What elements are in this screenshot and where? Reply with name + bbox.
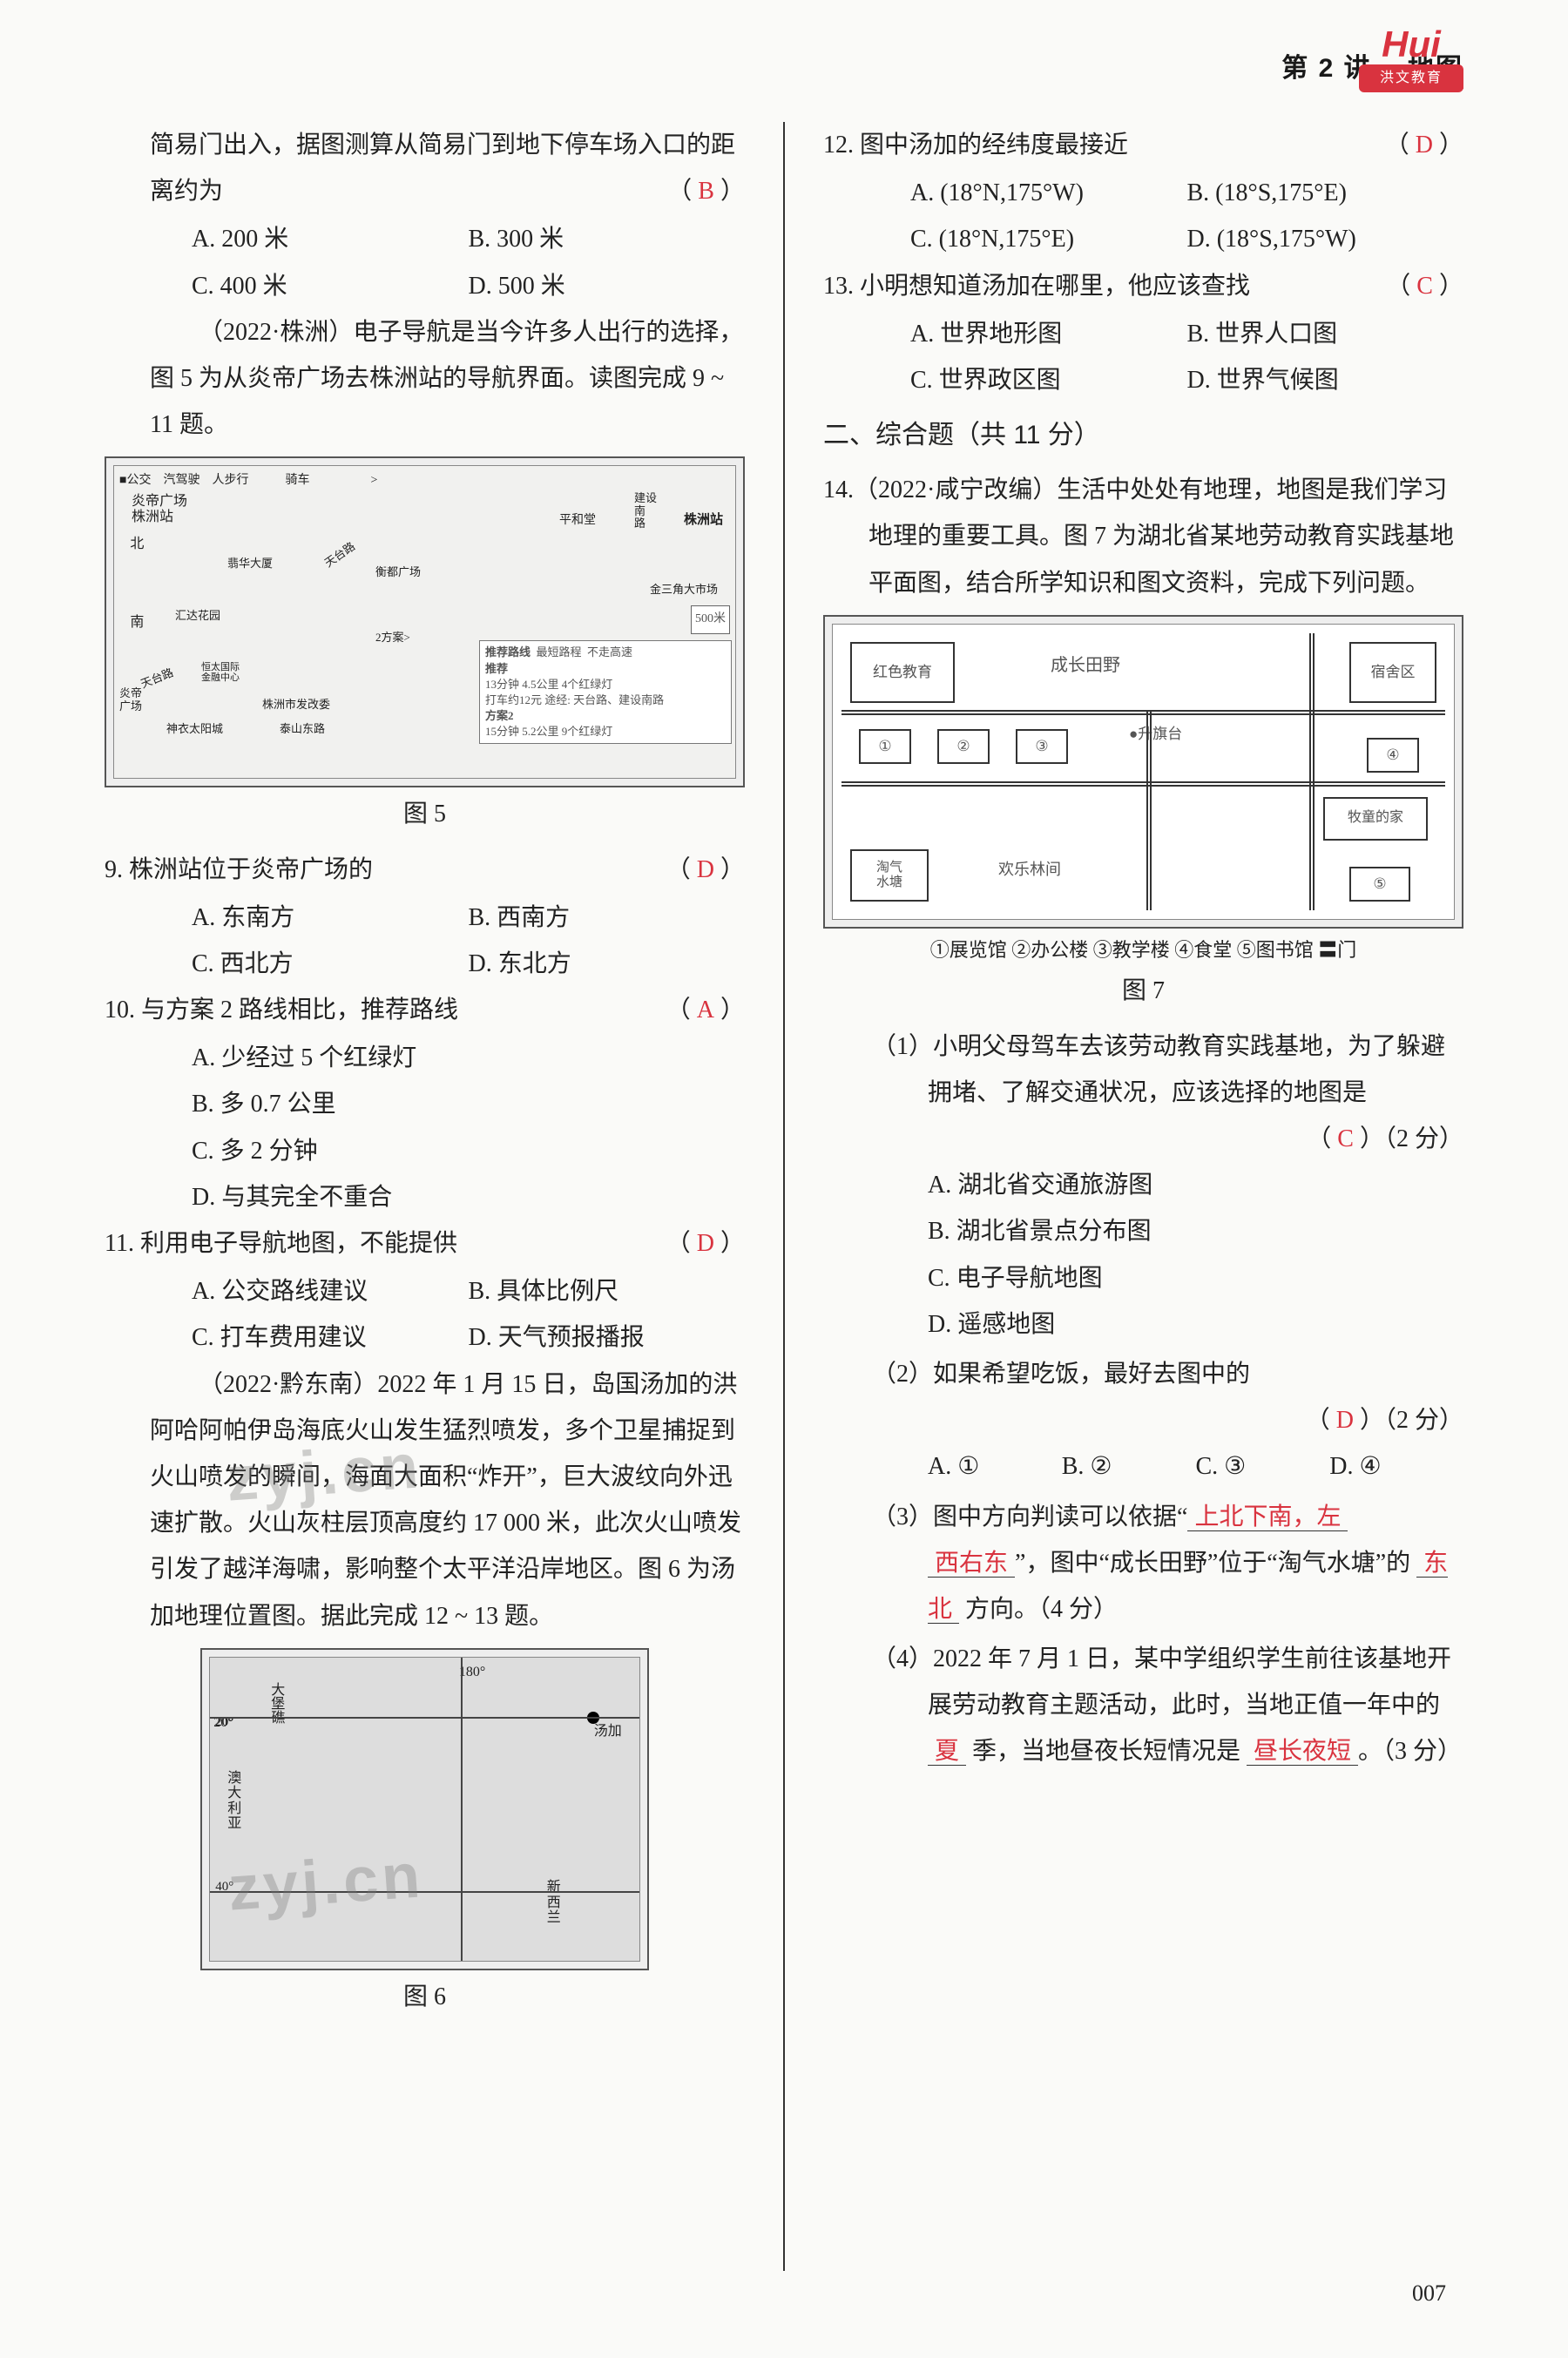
column-left: 简易门出入，据图测算从简易门到地下停车场入口的距离约为 （ B ） A. 200… bbox=[105, 122, 745, 2271]
figure-5-caption: 图 5 bbox=[105, 791, 745, 837]
figure-6: 180° 20° 20° 40° 大堡礁 汤加 澳大利亚 新西兰 zyj.cn bbox=[200, 1648, 649, 1970]
q8-options: A. 200 米B. 300 米 C. 400 米D. 500 米 bbox=[105, 216, 745, 308]
q13-answer: C bbox=[1416, 273, 1433, 300]
column-divider bbox=[783, 122, 785, 2271]
page-body: 简易门出入，据图测算从简易门到地下停车场入口的距离约为 （ B ） A. 200… bbox=[105, 122, 1463, 2271]
context-fig5: （2022·株洲）电子导航是当今许多人出行的选择，图 5 为从炎帝广场去株洲站的… bbox=[105, 309, 745, 449]
logo-main: Hui bbox=[1359, 26, 1463, 63]
q12-options: A. (18°N,175°W)B. (18°S,175°E) C. (18°N,… bbox=[823, 170, 1463, 262]
q14-1-options: A. 湖北省交通旅游图 B. 湖北省景点分布图 C. 电子导航地图 D. 遥感地… bbox=[823, 1162, 1463, 1348]
brand-logo: Hui 洪文教育 bbox=[1359, 26, 1463, 92]
q11-options: A. 公交路线建议B. 具体比例尺 C. 打车费用建议D. 天气预报播报 bbox=[105, 1268, 745, 1361]
q11-stem: 11. 利用电子导航地图，不能提供 （ D ） bbox=[105, 1220, 745, 1267]
q10-stem: 10. 与方案 2 路线相比，推荐路线 （ A ） bbox=[105, 987, 745, 1033]
figure-7: 红色教育 成长田野 宿舍区 ●升旗台 ① ② ③ ④ 淘气水塘 欢乐林间 牧童的… bbox=[823, 615, 1463, 929]
q13-stem: 13. 小明想知道汤加在哪里，他应该查找 （ C ） bbox=[823, 263, 1463, 309]
q8-answer: B bbox=[698, 178, 714, 205]
q14-1-answer: C bbox=[1337, 1125, 1354, 1152]
q14-3-blank1a: 上北下南，左 bbox=[1187, 1503, 1348, 1531]
figure-6-caption: 图 6 bbox=[105, 1974, 745, 2020]
q14-2-answer: D bbox=[1336, 1407, 1354, 1434]
q14-4-blank2: 昼长夜短 bbox=[1247, 1738, 1358, 1766]
q12-stem: 12. 图中汤加的经纬度最接近 （ D ） bbox=[823, 122, 1463, 168]
context-fig6: （2022·黔东南）2022 年 1 月 15 日，岛国汤加的洪阿哈阿帕伊岛海底… bbox=[105, 1361, 745, 1639]
q10-options: A. 少经过 5 个红绿灯 B. 多 0.7 公里 C. 多 2 分钟 D. 与… bbox=[105, 1035, 745, 1220]
q14-4: （4）2022 年 7 月 1 日，某中学组织学生前往该基地开展劳动教育主题活动… bbox=[823, 1636, 1463, 1775]
q9-stem: 9. 株洲站位于炎帝广场的 （ D ） bbox=[105, 847, 745, 893]
q14-2: （2）如果希望吃饭，最好去图中的 bbox=[823, 1351, 1463, 1397]
column-right: 12. 图中汤加的经纬度最接近 （ D ） A. (18°N,175°W)B. … bbox=[823, 122, 1463, 2271]
q14-4-blank1: 夏 bbox=[928, 1738, 966, 1766]
q14-3: （3）图中方向判读可以依据“上北下南，左 bbox=[823, 1494, 1463, 1540]
q9-answer: D bbox=[697, 856, 714, 883]
page-number: 007 bbox=[1412, 2272, 1446, 2314]
q11-answer: D bbox=[697, 1230, 714, 1257]
q14-stem: 14.（2022·咸宁改编）生活中处处有地理，地图是我们学习地理的重要工具。图 … bbox=[823, 467, 1463, 606]
figure-7-legend: ①展览馆 ②办公楼 ③教学楼 ④食堂 ⑤图书馆 〓门 bbox=[823, 932, 1463, 969]
q14-2-options: A. ① B. ② C. ③ D. ④ bbox=[823, 1443, 1463, 1490]
q8-stem: 简易门出入，据图测算从简易门到地下停车场入口的距离约为 （ B ） bbox=[105, 122, 745, 214]
q13-options: A. 世界地形图B. 世界人口图 C. 世界政区图D. 世界气候图 bbox=[823, 311, 1463, 403]
q10-answer: A bbox=[697, 997, 714, 1024]
q12-answer: D bbox=[1416, 132, 1433, 159]
figure-5: ■公交 汽驾驶 人步行 骑车 > 炎帝广场 株洲站 北 南 翡华大厦 汇达花园 … bbox=[105, 456, 745, 787]
q14-3-blank1b: 西右东 bbox=[928, 1550, 1015, 1578]
logo-sub: 洪文教育 bbox=[1359, 64, 1463, 92]
q14-1: （1）小明父母驾车去该劳动教育实践基地，为了躲避拥堵、了解交通状况，应该选择的地… bbox=[823, 1024, 1463, 1116]
figure-7-caption: 图 7 bbox=[823, 968, 1463, 1014]
section-2-heading: 二、综合题（共 11 分） bbox=[823, 410, 1463, 460]
q9-options: A. 东南方B. 西南方 C. 西北方D. 东北方 bbox=[105, 895, 745, 987]
